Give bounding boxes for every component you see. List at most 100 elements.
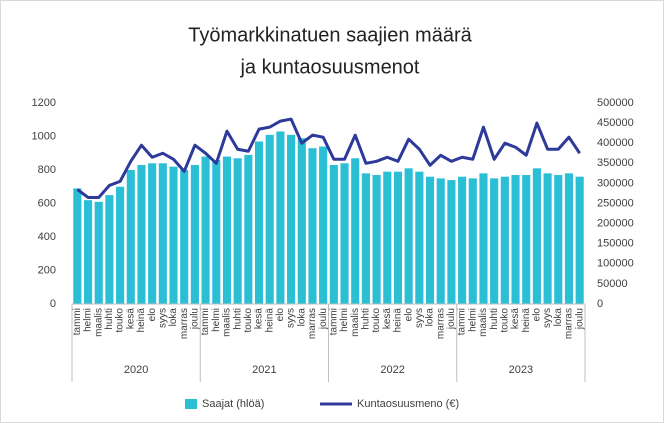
bar xyxy=(415,171,424,304)
x-tick-label: kesä xyxy=(510,308,521,330)
x-tick-label: joulu xyxy=(446,308,457,330)
x-tick-label: marras xyxy=(307,308,318,339)
x-tick-label: heinä xyxy=(136,308,147,333)
bar xyxy=(201,156,210,304)
bar xyxy=(83,200,93,304)
x-tick-label: elo xyxy=(275,308,286,322)
bar xyxy=(94,201,103,304)
x-tick-label: loka xyxy=(296,308,307,327)
x-tick-label: syys xyxy=(157,308,168,328)
y2-tick-label: 250000 xyxy=(597,197,634,209)
x-tick-label: touko xyxy=(243,308,254,333)
bar xyxy=(575,176,584,304)
y2-tick-label: 300000 xyxy=(597,177,634,189)
bar xyxy=(479,173,488,304)
chart-title: Työmarkkinatuen saajien määrä xyxy=(188,24,472,46)
chart-title: ja kuntaosuusmenot xyxy=(239,56,419,78)
bar xyxy=(244,154,253,304)
x-tick-label: marras xyxy=(564,308,575,339)
y2-tick-label: 500000 xyxy=(597,97,634,109)
bar xyxy=(276,131,285,304)
y2-tick-label: 450000 xyxy=(597,117,634,129)
bar xyxy=(340,163,349,304)
x-tick-label: maalis xyxy=(350,308,361,337)
bar xyxy=(490,178,499,304)
x-tick-label: syys xyxy=(286,308,297,328)
bar xyxy=(383,171,392,304)
y-tick-label: 600 xyxy=(38,197,56,209)
x-tick-label: huhti xyxy=(232,308,243,330)
x-tick-label: tammi xyxy=(72,308,83,335)
x-tick-label: heinä xyxy=(393,308,404,333)
x-tick-label: tammi xyxy=(200,308,211,335)
x-tick-label: joulu xyxy=(574,308,585,330)
group-label: 2020 xyxy=(124,364,148,376)
bar xyxy=(116,186,125,304)
legend-label: Kuntaosuusmeno (€) xyxy=(357,398,459,410)
bar xyxy=(522,175,531,304)
x-tick-label: helmi xyxy=(211,308,222,332)
x-tick-label: tammi xyxy=(457,308,468,335)
group-label: 2022 xyxy=(380,364,404,376)
x-tick-label: marras xyxy=(435,308,446,339)
x-tick-label: maalis xyxy=(222,308,233,337)
bar xyxy=(297,138,306,304)
legend-swatch xyxy=(185,399,197,409)
legend-label: Saajat (hlöä) xyxy=(202,398,264,410)
x-tick-label: huhti xyxy=(361,308,372,330)
bar xyxy=(137,164,146,304)
bar xyxy=(73,188,82,304)
bar xyxy=(361,173,370,304)
bar xyxy=(329,164,338,304)
x-tick-label: joulu xyxy=(190,308,201,330)
bar xyxy=(564,173,574,304)
x-tick-label: syys xyxy=(542,308,553,328)
x-tick-label: maalis xyxy=(478,308,489,337)
x-tick-label: kesä xyxy=(382,308,393,330)
bar xyxy=(447,180,456,304)
bar xyxy=(222,156,232,304)
bar xyxy=(511,175,520,304)
y-tick-label: 200 xyxy=(38,264,56,276)
bar xyxy=(169,166,178,304)
group-label: 2023 xyxy=(509,364,533,376)
x-tick-label: helmi xyxy=(83,308,94,332)
x-tick-label: loka xyxy=(553,308,564,327)
y-tick-label: 800 xyxy=(38,164,56,176)
x-tick-label: heinä xyxy=(521,308,532,333)
y2-tick-label: 200000 xyxy=(597,218,634,230)
bar xyxy=(233,158,242,304)
bar xyxy=(543,173,552,304)
bar xyxy=(287,134,296,304)
bar xyxy=(500,176,509,304)
bar xyxy=(372,175,381,304)
bar xyxy=(212,159,221,304)
group-label: 2021 xyxy=(252,364,276,376)
y2-tick-label: 150000 xyxy=(597,238,634,250)
y-tick-label: 400 xyxy=(38,231,56,243)
x-tick-label: kesä xyxy=(125,308,136,330)
x-tick-label: helmi xyxy=(467,308,478,332)
x-tick-label: touko xyxy=(499,308,510,333)
bar xyxy=(308,148,317,304)
x-tick-label: huhti xyxy=(104,308,115,330)
x-tick-label: elo xyxy=(532,308,543,322)
x-tick-label: syys xyxy=(414,308,425,328)
bar xyxy=(425,176,435,304)
x-tick-label: joulu xyxy=(318,308,329,330)
x-tick-label: huhti xyxy=(489,308,500,330)
x-tick-label: touko xyxy=(371,308,382,333)
y2-tick-label: 50000 xyxy=(597,278,628,290)
bar xyxy=(319,146,328,304)
bar xyxy=(105,195,114,304)
bar xyxy=(554,175,563,304)
bar xyxy=(404,168,413,304)
x-tick-label: marras xyxy=(179,308,190,339)
bar xyxy=(468,178,477,304)
bar xyxy=(158,163,167,304)
bar xyxy=(265,134,274,304)
x-tick-label: touko xyxy=(115,308,126,333)
x-tick-label: maalis xyxy=(93,308,104,337)
y2-tick-label: 0 xyxy=(597,298,603,310)
